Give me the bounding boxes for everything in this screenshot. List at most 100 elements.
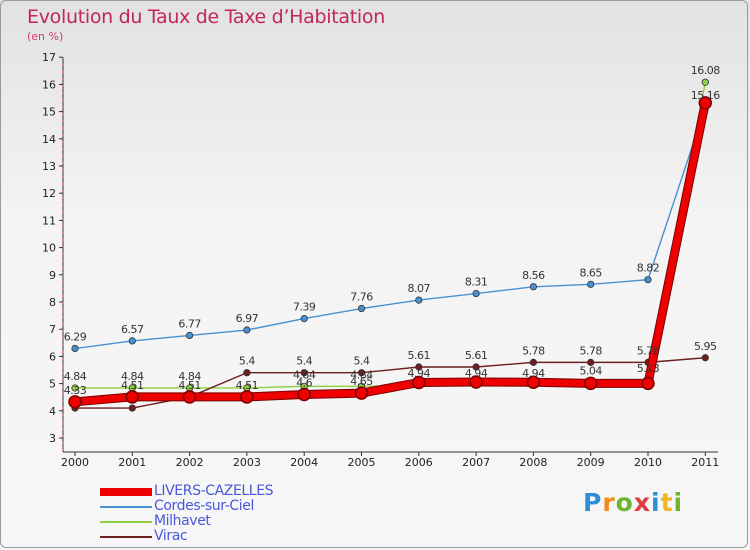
data-label: 8.65 xyxy=(579,266,602,279)
x-tick-label: 2000 xyxy=(61,456,89,469)
data-label: 5.4 xyxy=(239,355,255,368)
x-tick-label: 2008 xyxy=(519,456,547,469)
legend-label: Virac xyxy=(154,528,188,544)
data-label: 4.84 xyxy=(350,368,373,381)
data-label: 4.84 xyxy=(64,370,87,383)
data-label: 6.29 xyxy=(64,331,87,344)
data-point xyxy=(243,369,251,377)
data-label: 8.07 xyxy=(408,282,431,295)
data-label: 6.77 xyxy=(178,317,201,330)
data-point xyxy=(125,390,140,404)
data-point xyxy=(186,331,194,340)
data-point xyxy=(529,358,538,366)
y-tick-label: 5 xyxy=(49,378,56,391)
data-label: 4.51 xyxy=(178,379,201,392)
data-label: 4.51 xyxy=(121,379,144,392)
data-point xyxy=(354,386,369,400)
legend: LIVERS-CAZELLES Cordes-sur-Ciel Milhavet Vi… xyxy=(100,483,320,544)
x-tick-label: 2001 xyxy=(118,456,146,469)
data-label: 4.33 xyxy=(64,384,87,397)
data-label: 5.78 xyxy=(637,344,660,357)
data-label: 5.04 xyxy=(579,365,602,378)
data-label: 4.94 xyxy=(522,367,545,380)
legend-label: LIVERS-CAZELLES xyxy=(154,483,274,499)
legend-label: Milhavet xyxy=(154,513,211,529)
y-tick-label: 9 xyxy=(49,269,56,282)
data-point xyxy=(182,390,197,404)
data-label: 4.51 xyxy=(236,379,259,392)
series-line-1 xyxy=(74,107,706,350)
data-point xyxy=(469,375,483,389)
legend-item: Cordes-sur-Ciel xyxy=(100,498,320,514)
x-tick-label: 2004 xyxy=(290,456,318,469)
legend-item: Virac xyxy=(100,528,320,544)
data-label: 4.94 xyxy=(408,367,431,380)
data-point xyxy=(240,390,254,404)
data-label: 5.78 xyxy=(522,344,545,357)
data-point xyxy=(71,344,79,353)
y-tick-label: 7 xyxy=(49,323,56,336)
y-tick-label: 3 xyxy=(49,432,56,445)
data-point xyxy=(300,314,308,323)
y-tick-label: 16 xyxy=(42,78,56,91)
data-label: 8.56 xyxy=(522,269,545,282)
data-point xyxy=(583,376,598,391)
y-tick-label: 13 xyxy=(42,160,56,173)
data-label: 6.97 xyxy=(236,312,259,325)
data-labels: 4.33 4.51 4.51 4.51 4.6 4.65 6.29 6.57 6.77 6.97 7… xyxy=(64,64,721,397)
y-tick-label: 8 xyxy=(49,296,56,309)
data-point xyxy=(701,78,709,86)
data-point xyxy=(698,96,713,110)
axes: 3 4 5 6 7 8 9 10 11 12 13 14 15 16 17 2000 2001 2002 2003 2… xyxy=(42,51,719,469)
x-tick-label: 2007 xyxy=(462,456,490,469)
data-label: 6.57 xyxy=(121,323,144,336)
y-tick-label: 17 xyxy=(42,51,56,64)
y-tick-label: 6 xyxy=(49,350,56,363)
series-line-outline xyxy=(74,101,710,407)
data-label: 4.6 xyxy=(296,376,312,389)
x-tick-label: 2011 xyxy=(691,456,719,469)
legend-item: LIVERS-CAZELLES xyxy=(100,483,320,499)
x-tick-label: 2009 xyxy=(577,456,605,469)
data-label: 5.78 xyxy=(579,344,602,357)
data-label: 4.84 xyxy=(293,368,316,381)
x-tick-label: 2002 xyxy=(176,456,204,469)
data-point xyxy=(300,369,308,377)
data-point xyxy=(68,395,82,409)
data-point xyxy=(297,387,311,402)
data-label: 5.61 xyxy=(408,349,431,362)
x-tick-label: 2003 xyxy=(233,456,261,469)
data-label: 5.4 xyxy=(296,355,312,368)
data-point xyxy=(587,280,595,288)
y-tick-label: 14 xyxy=(42,133,56,146)
data-label: 7.39 xyxy=(293,301,316,314)
data-point xyxy=(357,369,366,377)
x-tick-label: 2005 xyxy=(348,456,376,469)
data-label: 5.61 xyxy=(465,349,488,362)
series-line-2 xyxy=(75,82,706,389)
data-point xyxy=(472,289,480,298)
data-point xyxy=(644,276,652,284)
y-tick-label: 15 xyxy=(42,106,56,119)
chart-title: Evolution du Taux de Taxe d’Habitation xyxy=(27,6,385,28)
proxiti-logo: Proxiti xyxy=(583,488,684,517)
y-tick-label: 10 xyxy=(42,242,56,255)
data-point xyxy=(357,304,366,313)
data-label: 4.65 xyxy=(350,375,373,388)
data-label: 8.82 xyxy=(637,262,660,275)
data-point xyxy=(641,376,655,391)
data-point xyxy=(71,384,79,392)
data-point xyxy=(415,363,423,371)
data-label: 8.31 xyxy=(465,276,488,289)
legend-swatch xyxy=(100,536,152,538)
series-lines xyxy=(68,78,713,412)
data-label: 5.4 xyxy=(354,355,370,368)
y-tick-label: 11 xyxy=(42,214,56,227)
legend-swatch xyxy=(100,521,152,523)
data-label: 16.08 xyxy=(691,64,720,77)
legend-swatch xyxy=(100,488,152,496)
y-tick-label: 12 xyxy=(42,187,56,200)
data-label: 4.94 xyxy=(465,367,488,380)
data-point xyxy=(472,363,480,371)
y-unit-label: (en %) xyxy=(27,30,64,43)
